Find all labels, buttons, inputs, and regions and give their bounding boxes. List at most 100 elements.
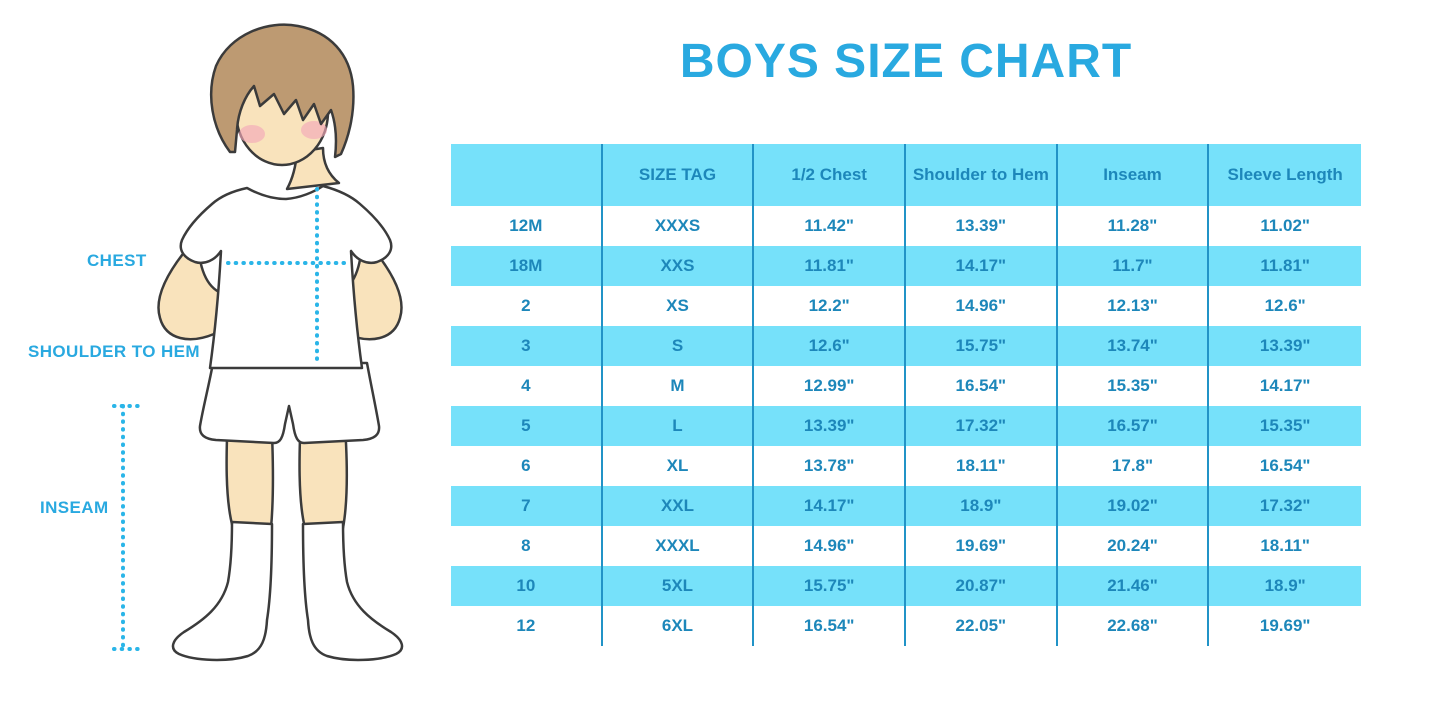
table-cell: 13.39"	[754, 406, 906, 446]
table-row: 4 M 12.99" 16.54" 15.35" 14.17"	[451, 366, 1361, 406]
boy-shirt	[179, 184, 393, 370]
boy-illustration	[112, 23, 404, 662]
table-cell: 14.17"	[754, 486, 906, 526]
table-cell: 15.35"	[1259, 416, 1311, 436]
table-cell: 18.11"	[1260, 536, 1310, 556]
boy-left-cheek	[239, 125, 265, 143]
table-cell: 12.13"	[1058, 286, 1210, 326]
table-cell: 11.7"	[1058, 246, 1210, 286]
size-table-header-row: SIZE TAG 1/2 Chest Shoulder to Hem Inseam Sl…	[451, 144, 1361, 206]
table-row: 3 S 12.6" 15.75" 13.74" 13.39"	[451, 326, 1361, 366]
table-row: 10 5XL 15.75" 20.87" 21.46" 18.9"	[451, 566, 1361, 606]
size-table-body: 12M XXXS 11.42" 13.39" 11.28" 11.02" 18M XXS 11.…	[451, 206, 1361, 646]
table-cell: M	[603, 366, 755, 406]
table-cell: 12	[451, 606, 603, 646]
table-cell: 14.17"	[906, 246, 1058, 286]
measurement-guides	[112, 187, 351, 651]
table-cell: 16.54"	[754, 606, 906, 646]
table-cell: 6	[451, 446, 603, 486]
table-cell: 20.87"	[906, 566, 1058, 606]
table-cell: S	[603, 326, 755, 366]
table-row: 12 6XL 16.54" 22.05" 22.68" 19.69"	[451, 606, 1361, 646]
table-cell: 17.8"	[1058, 446, 1210, 486]
boy-left-sock	[171, 520, 274, 662]
table-cell: 5XL	[603, 566, 755, 606]
table-cell: 12.6"	[754, 326, 906, 366]
table-cell: 22.68"	[1058, 606, 1210, 646]
table-cell: 16.54"	[906, 366, 1058, 406]
boy-hair	[209, 23, 355, 159]
column-header: Sleeve Length	[1227, 165, 1343, 185]
table-cell: XXXL	[603, 526, 755, 566]
table-cell: 2	[451, 286, 603, 326]
table-cell: 12.2"	[754, 286, 906, 326]
table-cell: 5	[451, 406, 603, 446]
table-cell: 20.24"	[1058, 526, 1210, 566]
table-cell: 3	[451, 326, 603, 366]
table-row: 8 XXXL 14.96" 19.69" 20.24" 18.11"	[451, 526, 1361, 566]
inseam-label: INSEAM	[40, 498, 109, 517]
table-cell: 10	[451, 566, 603, 606]
page-title: BOYS SIZE CHART	[679, 35, 1133, 88]
table-cell: 11.81"	[1260, 256, 1310, 276]
table-cell: 22.05"	[906, 606, 1058, 646]
table-cell: 11.81"	[754, 246, 906, 286]
table-cell: 11.28"	[1058, 206, 1210, 246]
table-cell: 13.74"	[1058, 326, 1210, 366]
table-cell: XL	[603, 446, 755, 486]
table-cell: 13.39"	[1259, 336, 1311, 356]
table-cell: 11.42"	[754, 206, 906, 246]
table-cell: 13.39"	[906, 206, 1058, 246]
table-cell: 12.6"	[1264, 296, 1306, 316]
table-row: 7 XXL 14.17" 18.9" 19.02" 17.32"	[451, 486, 1361, 526]
table-cell: XXS	[603, 246, 755, 286]
table-cell: 14.17"	[1259, 376, 1311, 396]
table-cell: 8	[451, 526, 603, 566]
table-cell: 14.96"	[906, 286, 1058, 326]
table-cell: XXXS	[603, 206, 755, 246]
table-cell: 7	[451, 486, 603, 526]
table-cell: 11.02"	[1260, 216, 1310, 236]
table-row: 6 XL 13.78" 18.11" 17.8" 16.54"	[451, 446, 1361, 486]
column-header: SIZE TAG	[603, 144, 755, 206]
column-header: Inseam	[1058, 144, 1210, 206]
table-cell: 6XL	[603, 606, 755, 646]
table-cell: 19.69"	[906, 526, 1058, 566]
table-cell: 14.96"	[754, 526, 906, 566]
boy-right-cheek	[301, 121, 327, 139]
table-cell: 15.35"	[1058, 366, 1210, 406]
size-table: SIZE TAG 1/2 Chest Shoulder to Hem Inseam Sl…	[451, 144, 1361, 646]
table-cell: 18.9"	[906, 486, 1058, 526]
table-cell: XS	[603, 286, 755, 326]
column-header: Shoulder to Hem	[906, 144, 1058, 206]
table-cell: 4	[451, 366, 603, 406]
table-cell: 18.9"	[1264, 576, 1306, 596]
table-row: 5 L 13.39" 17.32" 16.57" 15.35"	[451, 406, 1361, 446]
table-cell: 12.99"	[754, 366, 906, 406]
measurement-figure-panel: CHEST SHOULDER TO HEM INSEAM	[0, 0, 460, 690]
boy-shorts	[198, 361, 381, 445]
table-cell: 15.75"	[754, 566, 906, 606]
shoulder-to-hem-label: SHOULDER TO HEM	[28, 342, 200, 361]
table-row: 12M XXXS 11.42" 13.39" 11.28" 11.02"	[451, 206, 1361, 246]
table-cell: 16.54"	[1259, 456, 1311, 476]
boy-right-sock	[301, 520, 404, 662]
boy-left-arm	[157, 234, 222, 341]
column-header: 1/2 Chest	[754, 144, 906, 206]
table-cell: 17.32"	[1259, 496, 1311, 516]
table-cell: 15.75"	[906, 326, 1058, 366]
table-row: 2 XS 12.2" 14.96" 12.13" 12.6"	[451, 286, 1361, 326]
table-cell: 12M	[451, 206, 603, 246]
table-cell: XXL	[603, 486, 755, 526]
table-cell: 17.32"	[906, 406, 1058, 446]
table-cell: 21.46"	[1058, 566, 1210, 606]
column-header	[451, 144, 603, 206]
table-cell: 18M	[451, 246, 603, 286]
table-cell: 13.78"	[754, 446, 906, 486]
table-cell: 18.11"	[906, 446, 1058, 486]
table-cell: 19.02"	[1058, 486, 1210, 526]
table-cell: L	[603, 406, 755, 446]
chest-label: CHEST	[87, 251, 147, 270]
table-row: 18M XXS 11.81" 14.17" 11.7" 11.81"	[451, 246, 1361, 286]
